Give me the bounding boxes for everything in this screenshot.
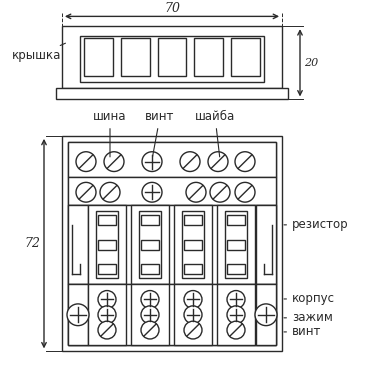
- Bar: [227, 264, 245, 274]
- Text: резистор: резистор: [284, 218, 348, 231]
- Text: корпус: корпус: [284, 293, 335, 305]
- Text: винт: винт: [145, 110, 175, 157]
- Bar: [158, 38, 187, 76]
- Circle shape: [184, 306, 202, 324]
- Bar: [141, 215, 159, 225]
- Bar: [98, 215, 116, 225]
- Bar: [62, 136, 282, 351]
- Circle shape: [76, 152, 96, 172]
- Circle shape: [227, 306, 245, 324]
- Bar: [68, 205, 88, 284]
- Text: винт: винт: [284, 325, 321, 338]
- Bar: [68, 142, 276, 345]
- Text: 70: 70: [164, 2, 180, 15]
- Bar: [88, 205, 126, 284]
- Bar: [131, 205, 169, 284]
- Bar: [68, 205, 276, 284]
- Bar: [56, 88, 288, 99]
- Bar: [184, 215, 202, 225]
- Bar: [227, 215, 245, 225]
- Bar: [225, 211, 247, 278]
- Text: шайба: шайба: [195, 110, 235, 157]
- Bar: [174, 284, 212, 345]
- Text: 20: 20: [304, 58, 318, 68]
- Bar: [141, 264, 159, 274]
- Bar: [256, 284, 276, 345]
- Bar: [227, 240, 245, 249]
- Bar: [98, 240, 116, 249]
- Bar: [121, 38, 150, 76]
- Circle shape: [98, 321, 116, 339]
- Bar: [141, 240, 159, 249]
- Bar: [68, 284, 276, 345]
- Circle shape: [208, 152, 228, 172]
- Bar: [231, 38, 260, 76]
- Bar: [139, 211, 161, 278]
- Bar: [98, 264, 116, 274]
- Circle shape: [141, 306, 159, 324]
- Bar: [184, 240, 202, 249]
- Circle shape: [210, 182, 230, 202]
- Circle shape: [67, 304, 89, 325]
- Bar: [256, 205, 276, 284]
- Circle shape: [142, 182, 162, 202]
- Bar: [88, 284, 126, 345]
- Bar: [62, 26, 282, 88]
- Circle shape: [141, 321, 159, 339]
- Bar: [96, 211, 118, 278]
- Bar: [217, 205, 255, 284]
- Circle shape: [76, 182, 96, 202]
- Circle shape: [227, 291, 245, 308]
- Circle shape: [98, 306, 116, 324]
- Bar: [195, 38, 223, 76]
- Text: шина: шина: [93, 110, 127, 157]
- Circle shape: [227, 321, 245, 339]
- Circle shape: [100, 182, 120, 202]
- Bar: [184, 264, 202, 274]
- Text: крышка: крышка: [12, 43, 65, 62]
- Text: зажим: зажим: [284, 311, 333, 324]
- Circle shape: [184, 321, 202, 339]
- Circle shape: [141, 291, 159, 308]
- Circle shape: [98, 291, 116, 308]
- Bar: [182, 211, 204, 278]
- Bar: [80, 36, 264, 82]
- Circle shape: [255, 304, 277, 325]
- Circle shape: [186, 182, 206, 202]
- Circle shape: [104, 152, 124, 172]
- Circle shape: [235, 182, 255, 202]
- Circle shape: [184, 291, 202, 308]
- Bar: [174, 205, 212, 284]
- Bar: [84, 38, 113, 76]
- Bar: [217, 284, 255, 345]
- Circle shape: [142, 152, 162, 172]
- Circle shape: [180, 152, 200, 172]
- Bar: [131, 284, 169, 345]
- Circle shape: [235, 152, 255, 172]
- Text: 72: 72: [24, 237, 40, 250]
- Bar: [68, 142, 276, 177]
- Bar: [68, 284, 88, 345]
- Bar: [68, 177, 276, 205]
